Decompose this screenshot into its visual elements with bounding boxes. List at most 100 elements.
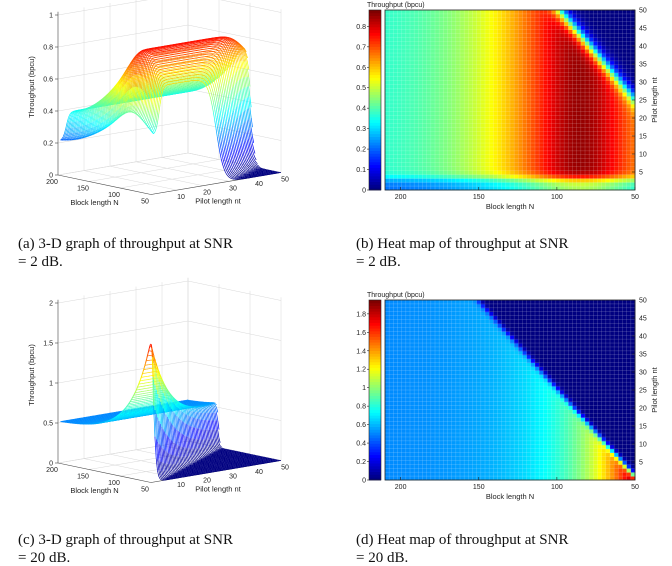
surface-line [70, 127, 73, 134]
surface-line [69, 127, 72, 134]
surface-line [79, 112, 82, 117]
surface-line [75, 116, 78, 122]
axes-grid [57, 0, 282, 195]
surface-line [69, 112, 72, 115]
surface-line [76, 126, 79, 133]
surface-line [72, 136, 75, 139]
surface-line [80, 109, 83, 111]
surface-line [79, 110, 82, 114]
grid-line [161, 157, 256, 178]
surface-line [67, 117, 70, 123]
grid-line [57, 0, 149, 16]
surface-line [71, 114, 74, 118]
surface-line [72, 127, 75, 133]
surface-line [78, 111, 80, 114]
surface-line [73, 113, 76, 118]
surface-line [75, 113, 78, 118]
surface-line [78, 109, 80, 112]
surface-line [67, 136, 70, 140]
surface-line [74, 121, 77, 128]
surface-line [77, 112, 80, 117]
surface-line [71, 132, 74, 137]
surface-line [74, 127, 77, 133]
surface-line [67, 122, 70, 129]
surface-line [69, 117, 72, 123]
surface-line [70, 132, 73, 137]
surface-line [72, 117, 75, 123]
surface-line [72, 132, 75, 137]
surface-line [67, 128, 70, 134]
surface-line [76, 116, 79, 122]
surface-line [75, 121, 78, 128]
grid-line [57, 120, 189, 144]
surface-line [66, 122, 69, 129]
surface-line [66, 128, 69, 134]
surface-line [81, 109, 84, 111]
surface-line [71, 111, 74, 113]
surface-line [80, 109, 83, 112]
surface-line [75, 132, 78, 137]
surface-line [76, 110, 79, 113]
grid-line [83, 170, 178, 191]
surface-line [65, 133, 68, 137]
surface-line [75, 110, 78, 113]
grid-line [57, 24, 189, 48]
surface-line [75, 110, 78, 112]
grid-line [88, 159, 220, 182]
surface-line [62, 133, 65, 137]
surface-line [79, 115, 82, 121]
surface-line [74, 132, 77, 137]
grid-line [220, 0, 282, 13]
surface-line [72, 110, 74, 113]
surface-line [71, 112, 74, 115]
surface-line [70, 112, 73, 115]
surface-line [65, 136, 68, 140]
surface-line [66, 136, 69, 140]
surface-line [69, 122, 72, 129]
surface-line [73, 112, 75, 115]
surface-line [70, 136, 73, 139]
surface-line [66, 117, 69, 123]
surface-line [81, 110, 84, 113]
grid-line [57, 56, 189, 80]
grid-line [187, 88, 282, 109]
surface-line [74, 116, 77, 122]
grid-line [119, 165, 251, 189]
surface-line [71, 117, 74, 123]
surface-line [71, 136, 74, 139]
surface-line [76, 113, 79, 117]
surface-line [68, 114, 71, 118]
surface-line [73, 111, 76, 113]
surface-line [64, 136, 66, 140]
surface-line [65, 122, 68, 129]
surface-line [71, 127, 74, 134]
surface-line [74, 113, 77, 118]
surface-line [69, 136, 71, 139]
axis-line [57, 174, 152, 195]
grid-line [109, 165, 204, 186]
surface-line [71, 121, 74, 128]
surface-line [80, 112, 83, 116]
surface-line [75, 127, 78, 133]
surface-line [74, 111, 77, 115]
surface-line [62, 136, 65, 140]
surface-line [73, 136, 76, 139]
surface-line [64, 128, 67, 134]
grid-line [135, 161, 230, 182]
surface-line [67, 133, 70, 137]
grid-line [187, 24, 282, 45]
surface-line [74, 111, 77, 113]
surface-line [80, 110, 83, 113]
surface-mesh [60, 36, 282, 180]
surface-line [77, 120, 80, 127]
surface-line [66, 133, 69, 137]
surface-line [76, 121, 79, 128]
surface-line [79, 110, 82, 112]
surface-line [83, 108, 85, 111]
grid-line [57, 152, 189, 176]
surface-line [69, 114, 72, 118]
surface-line [70, 111, 73, 114]
surface-line [70, 122, 73, 129]
